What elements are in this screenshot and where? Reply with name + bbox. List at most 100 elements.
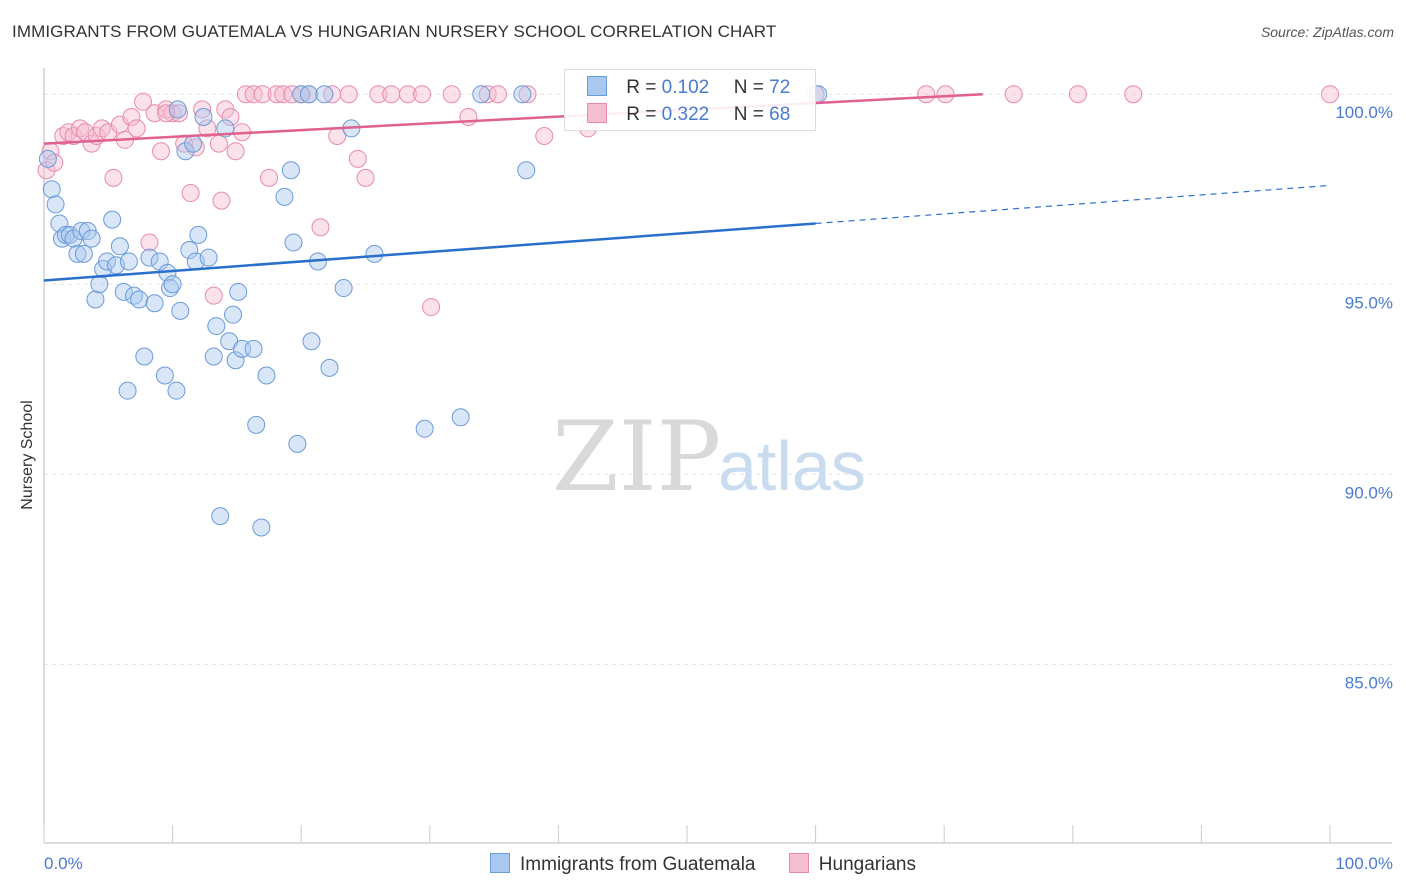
- guatemala-point: [90, 275, 109, 294]
- guatemala-point: [82, 229, 101, 248]
- hungarians-point: [936, 85, 955, 104]
- hungarians-point: [398, 85, 417, 104]
- legend-swatch-blue: [490, 853, 511, 873]
- hungarians-point: [442, 85, 461, 104]
- grid-lines: [44, 93, 1392, 665]
- legend-n-value: 68: [769, 104, 791, 125]
- guatemala-point: [207, 317, 226, 336]
- guatemala-point: [42, 180, 61, 199]
- guatemala-point: [168, 100, 187, 119]
- hungarians-point: [267, 85, 286, 104]
- trend-lines: [43, 92, 1331, 282]
- hungarians-point: [253, 85, 272, 104]
- guatemala-point: [513, 85, 532, 104]
- guatemala-point: [451, 408, 470, 427]
- source-label: Source: ZipAtlas.com: [1260, 24, 1394, 40]
- guatemala-point: [74, 244, 93, 263]
- guatemala-point: [145, 294, 164, 313]
- guatemala-point: [199, 248, 218, 267]
- guatemala-point: [334, 279, 353, 298]
- legend-swatch-pink: [587, 103, 607, 123]
- guatemala-trend-extension: [815, 184, 1331, 225]
- hungarians-point: [339, 85, 358, 104]
- chart-title: IMMIGRANTS FROM GUATEMALA VS HUNGARIAN N…: [12, 22, 777, 41]
- legend-n-value: 72: [769, 77, 791, 98]
- legend-row-guatemala: R = 0.102 N = 72: [587, 76, 790, 98]
- hungarians-point: [369, 85, 388, 104]
- x-tick-labels: 0.0% 100.0%: [44, 854, 1393, 873]
- hungarians-point: [356, 168, 375, 187]
- hungarians-point: [274, 85, 293, 104]
- guatemala-point: [114, 282, 133, 301]
- hungarians-point: [260, 168, 279, 187]
- guatemala-point: [118, 381, 137, 400]
- guatemala-point: [98, 252, 117, 271]
- guatemala-point: [365, 244, 384, 263]
- guatemala-point: [46, 195, 65, 214]
- hungarians-point: [157, 104, 176, 123]
- guatemala-point: [224, 305, 243, 324]
- guatemala-point: [315, 85, 334, 104]
- hungarians-point: [1321, 85, 1339, 104]
- guatemala-point: [288, 434, 307, 453]
- legend-r-value: 0.322: [661, 104, 710, 125]
- hungarians-point: [152, 142, 171, 161]
- x-tick-label: 0.0%: [44, 854, 83, 873]
- axes: [43, 68, 1392, 844]
- guatemala-point: [38, 149, 57, 168]
- guatemala-point: [119, 252, 138, 271]
- hungarians-point: [1004, 85, 1023, 104]
- guatemala-point: [211, 507, 230, 526]
- guatemala-point: [320, 358, 339, 377]
- guatemala-point: [68, 244, 87, 263]
- stats-legend: R = 0.102 N = 72 R = 0.322 N = 68: [564, 69, 816, 131]
- hungarians-point: [535, 127, 554, 146]
- hungarians-points: [37, 85, 1339, 317]
- hungarians-point: [221, 108, 240, 127]
- hungarians-point: [134, 92, 153, 111]
- guatemala-point: [204, 347, 223, 366]
- guatemala-point: [72, 222, 91, 241]
- guatemala-point: [244, 339, 263, 358]
- hungarians-point: [122, 108, 141, 127]
- guatemala-point: [167, 381, 186, 400]
- hungarians-point: [37, 161, 56, 180]
- guatemala-point: [103, 210, 122, 229]
- hungarians-point: [488, 85, 507, 104]
- hungarians-point: [193, 100, 212, 119]
- legend-n-label: N =: [733, 104, 764, 125]
- guatemala-point: [189, 225, 208, 244]
- guatemala-point: [86, 290, 105, 309]
- hungarians-point: [413, 85, 432, 104]
- guatemala-point: [180, 241, 199, 260]
- hungarians-point: [209, 134, 228, 153]
- legend-item-hungarians[interactable]: Hungarians: [788, 853, 916, 876]
- legend-label-hungarians: Hungarians: [818, 854, 916, 875]
- legend-r-value: 0.102: [661, 77, 710, 98]
- hungarians-point: [226, 142, 245, 161]
- legend-item-guatemala[interactable]: Immigrants from Guatemala: [490, 853, 756, 876]
- hungarians-point: [422, 298, 441, 317]
- hungarians-point: [198, 119, 217, 138]
- hungarians-point: [459, 108, 478, 127]
- hungarians-point: [311, 218, 330, 237]
- watermark-atlas: atlas: [718, 427, 866, 505]
- guatemala-point: [171, 301, 190, 320]
- hungarians-point: [204, 286, 223, 305]
- hungarians-point: [64, 127, 83, 146]
- guatemala-point: [415, 419, 434, 438]
- hungarians-point: [478, 85, 497, 104]
- x-tick-label: 100.0%: [1335, 854, 1393, 873]
- legend-swatch-pink: [788, 853, 809, 873]
- guatemala-point: [292, 85, 311, 104]
- guatemala-point: [110, 237, 129, 256]
- legend-row-hungarians: R = 0.322 N = 68: [587, 103, 790, 125]
- guatemala-point: [299, 85, 318, 104]
- y-tick-labels: 85.0% 90.0% 95.0% 100.0%: [1335, 103, 1393, 692]
- guatemala-point: [194, 108, 213, 127]
- legend-r-label: R =: [626, 77, 657, 98]
- hungarians-point: [181, 184, 200, 203]
- hungarians-point: [1124, 85, 1143, 104]
- hungarians-point: [140, 233, 159, 252]
